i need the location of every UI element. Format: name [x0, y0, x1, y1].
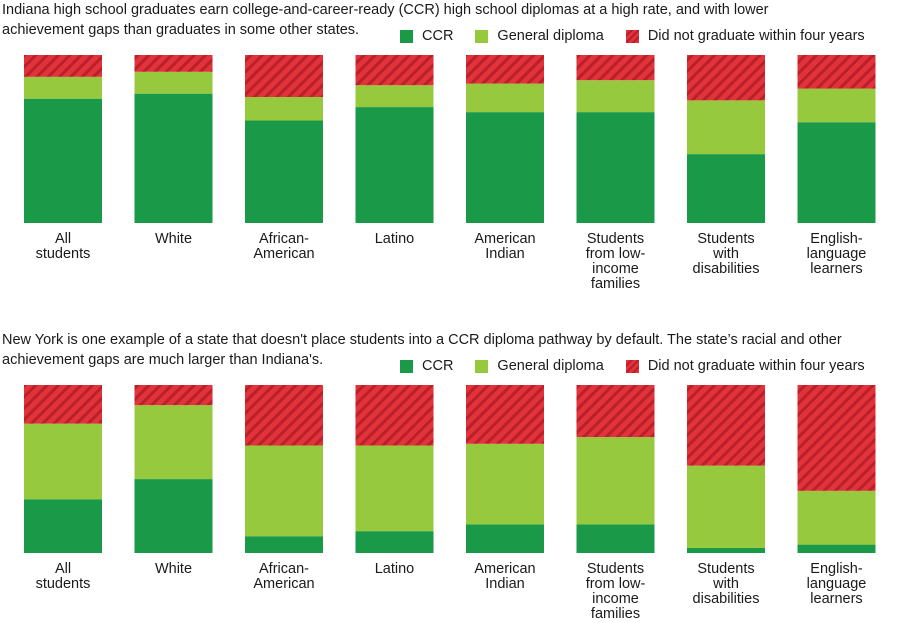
- bar-segment-dropout: [466, 55, 544, 84]
- bar-segment-ccr: [466, 524, 544, 553]
- bar-segment-general: [24, 423, 102, 500]
- legend-label: Did not graduate within four years: [647, 28, 865, 44]
- bar-segment-ccr: [134, 93, 213, 223]
- category-label: American Indian: [474, 561, 535, 592]
- category-label: Students with disabilities: [693, 231, 760, 277]
- green-square-icon: [400, 29, 413, 43]
- category-label: Students from low-income families: [586, 561, 646, 622]
- category-label: African-American: [253, 231, 314, 262]
- bar-segment-ccr: [797, 122, 876, 223]
- legend-item-ccr: CCR: [400, 358, 453, 374]
- bar-segment-general: [687, 100, 765, 155]
- bar-segment-ccr: [576, 524, 655, 553]
- bar-segment-ccr: [24, 98, 102, 223]
- bar-segment-dropout: [576, 385, 655, 438]
- bar-segment-ccr: [797, 544, 876, 553]
- bar-segment-general: [245, 97, 323, 121]
- bar-segment-general: [355, 445, 434, 532]
- bar-segment-general: [466, 443, 544, 525]
- bar-segment-general: [687, 465, 765, 548]
- legend-item-general-diploma: General diploma: [475, 28, 604, 44]
- bar-segment-ccr: [687, 547, 765, 553]
- category-label: English-language learners: [807, 561, 867, 607]
- category-label: Students with disabilities: [693, 561, 760, 607]
- category-label: Latino: [375, 561, 415, 577]
- bar-segment-dropout: [245, 385, 323, 446]
- bar-segment-dropout: [687, 55, 765, 101]
- bar-segment-ccr: [245, 536, 323, 553]
- bar-segment-dropout: [466, 385, 544, 444]
- bar-segment-dropout: [134, 385, 213, 406]
- bar-segment-ccr: [687, 154, 765, 223]
- category-label: Students from low-income families: [586, 231, 646, 292]
- chart-2-bars: All students White African-American Latino Am…: [24, 385, 876, 622]
- bar-segment-ccr: [355, 107, 434, 223]
- bar-segment-dropout: [687, 385, 765, 466]
- chart-2-title: New York is one example of a state that …: [2, 332, 842, 368]
- legend-item-ccr: CCR: [400, 28, 453, 44]
- bar-segment-dropout: [24, 385, 102, 424]
- green-square-icon: [400, 359, 413, 373]
- light-green-square-icon: [475, 29, 489, 43]
- chart-1-title: Indiana high school graduates earn colle…: [2, 2, 769, 38]
- category-label: American Indian: [474, 231, 535, 262]
- light-green-square-icon: [475, 359, 489, 373]
- bar-segment-general: [797, 490, 876, 545]
- legend-label: General diploma: [497, 28, 604, 44]
- legend-item-did-not-graduate: Did not graduate within four years: [625, 28, 865, 44]
- bar-segment-ccr: [576, 112, 655, 223]
- category-label: African-American: [253, 561, 314, 592]
- bar-segment-dropout: [797, 55, 876, 89]
- legend-item-did-not-graduate: Did not graduate within four years: [625, 358, 865, 374]
- bar-segment-ccr: [134, 479, 213, 553]
- bar-segment-general: [245, 445, 323, 537]
- bar-segment-ccr: [24, 499, 102, 553]
- category-label: All students: [36, 561, 91, 592]
- chart-1-bars: All students White African-American Latino Am…: [24, 55, 876, 292]
- legend-label: Did not graduate within four years: [647, 358, 865, 374]
- bar-segment-general: [24, 76, 102, 99]
- legend-label: General diploma: [497, 358, 604, 374]
- bar-segment-general: [576, 80, 655, 113]
- bar-segment-dropout: [355, 385, 434, 446]
- bar-segment-general: [466, 83, 544, 113]
- red-striped-square-icon: [625, 29, 639, 43]
- bar-segment-general: [134, 71, 213, 94]
- category-label: All students: [36, 231, 91, 262]
- bar-segment-general: [576, 437, 655, 525]
- bar-segment-general: [134, 405, 213, 480]
- bar-segment-ccr: [466, 112, 544, 223]
- bar-segment-dropout: [355, 55, 434, 86]
- bar-segment-dropout: [797, 385, 876, 491]
- chart-2-legend: CCR General diploma Did not graduate wit…: [400, 358, 865, 374]
- chart-1-legend: CCR General diploma Did not graduate wit…: [400, 28, 865, 44]
- legend-item-general-diploma: General diploma: [475, 358, 604, 374]
- bar-segment-dropout: [576, 55, 655, 81]
- bar-segment-ccr: [245, 120, 323, 223]
- bar-segment-dropout: [134, 55, 213, 72]
- legend-label: CCR: [422, 28, 454, 44]
- bar-segment-general: [797, 88, 876, 123]
- category-label: Latino: [375, 231, 415, 247]
- category-label: English-language learners: [807, 231, 867, 277]
- bar-segment-ccr: [355, 531, 434, 553]
- bar-segment-dropout: [24, 55, 102, 77]
- legend-label: CCR: [422, 358, 454, 374]
- bar-segment-general: [355, 85, 434, 108]
- red-striped-square-icon: [625, 359, 639, 373]
- category-label: White: [155, 231, 192, 247]
- bar-segment-dropout: [245, 55, 323, 97]
- category-label: White: [155, 561, 192, 577]
